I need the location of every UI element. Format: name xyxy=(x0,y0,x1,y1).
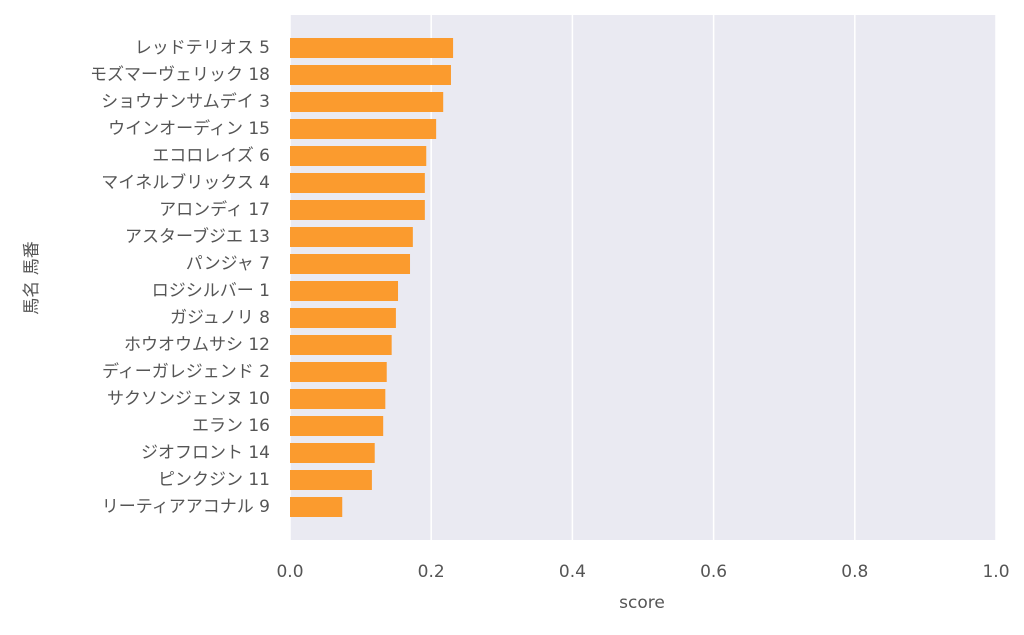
x-axis-label: score xyxy=(619,593,665,613)
bar xyxy=(290,470,372,490)
y-tick-label: ピンクジン 11 xyxy=(158,470,270,490)
x-tick-label: 0.2 xyxy=(418,562,445,582)
y-tick-label: エラン 16 xyxy=(192,416,270,436)
y-tick-label: アロンディ 17 xyxy=(159,199,270,220)
bar xyxy=(290,146,427,166)
bar xyxy=(290,173,425,193)
y-tick-label: マイネルブリックス 4 xyxy=(101,172,270,193)
y-axis-label: 馬名 馬番 xyxy=(22,241,42,314)
x-tick-label: 1.0 xyxy=(982,562,1009,582)
y-tick-label: エコロレイズ 6 xyxy=(152,146,270,166)
y-tick-label: レッドテリオス 5 xyxy=(135,38,270,58)
bar xyxy=(290,92,444,112)
y-tick-label: パンジャ 7 xyxy=(186,254,270,274)
y-tick-label: ディーガレジェンド 2 xyxy=(102,361,270,382)
bar xyxy=(290,200,425,220)
y-tick-label: ジオフロント 14 xyxy=(141,443,270,463)
x-tick-label: 0.6 xyxy=(700,562,727,582)
x-tick-label: 0.8 xyxy=(841,562,868,582)
x-tick-label: 0.4 xyxy=(559,562,586,582)
y-tick-label: モズマーヴェリック 18 xyxy=(90,65,270,85)
bar xyxy=(290,335,392,355)
bar xyxy=(290,254,411,274)
y-tick-label: ガジュノリ 8 xyxy=(170,308,270,328)
y-tick-label: ウインオーディン 15 xyxy=(108,118,270,139)
y-tick-label: ロジシルバー 1 xyxy=(152,281,270,301)
bar xyxy=(290,227,413,247)
bar xyxy=(290,38,454,58)
y-tick-label: ショウナンサムデイ 3 xyxy=(101,91,270,112)
y-tick-label: ホウオウムサシ 12 xyxy=(124,335,270,355)
bar xyxy=(290,119,437,139)
y-tick-label: リーティアアコナル 9 xyxy=(102,497,270,517)
y-tick-label: アスターブジエ 13 xyxy=(125,226,270,247)
bar xyxy=(290,308,396,328)
bar xyxy=(290,281,399,301)
bar xyxy=(290,65,451,85)
y-tick-label: サクソンジェンヌ 10 xyxy=(107,389,270,409)
bar xyxy=(290,497,343,517)
bar xyxy=(290,416,384,436)
bar xyxy=(290,362,387,382)
x-tick-label: 0.0 xyxy=(276,562,303,582)
bar xyxy=(290,389,386,409)
bar xyxy=(290,443,375,463)
